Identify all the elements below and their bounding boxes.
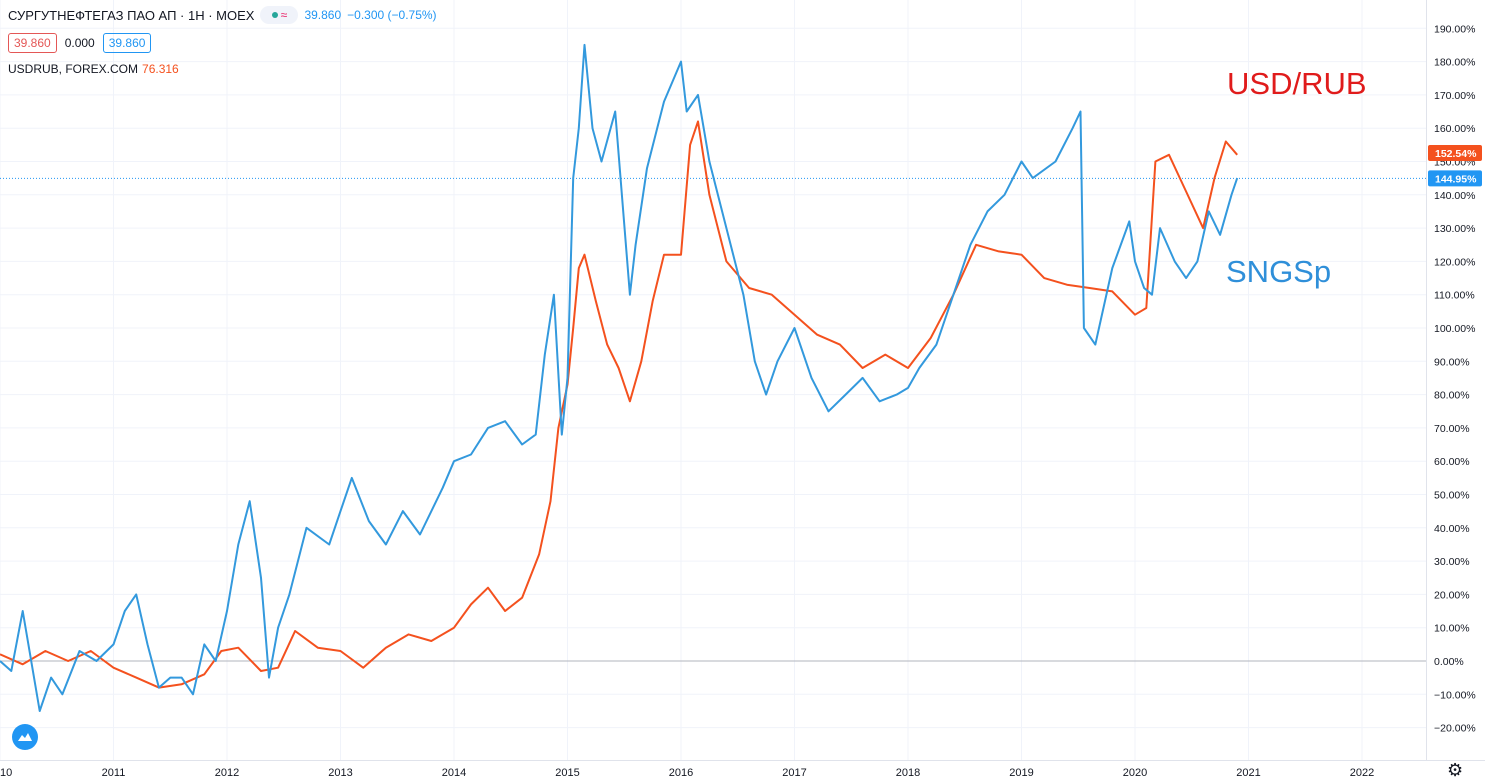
y-tick-label: 80.00% — [1434, 390, 1470, 402]
price-badges: 152.54% 144.95% — [1428, 145, 1482, 187]
x-tick-label: 2017 — [782, 767, 806, 779]
grid — [0, 0, 1426, 760]
gear-icon[interactable]: ⚙ — [1447, 760, 1464, 780]
y-tick-label: 40.00% — [1434, 523, 1470, 535]
compare-symbol: USDRUB, FOREX.COM — [8, 62, 139, 76]
compare-value: 76.316 — [142, 62, 179, 76]
x-tick-label: 2012 — [215, 767, 239, 779]
x-tick-label: 2016 — [669, 767, 693, 779]
status-pill[interactable]: ≈ — [260, 6, 299, 24]
usdrub-price-badge-bg — [1428, 145, 1482, 162]
y-tick-label: 60.00% — [1434, 456, 1470, 468]
x-tick-label: 2015 — [555, 767, 579, 779]
last-price: 39.860 — [304, 8, 342, 22]
bid-button[interactable]: 39.860 — [8, 33, 57, 53]
y-tick-label: 20.00% — [1434, 589, 1470, 601]
y-tick-label: 10.00% — [1434, 623, 1470, 635]
y-tick-label: 180.00% — [1434, 57, 1475, 69]
sngsp-annotation: SNGSp — [1226, 254, 1332, 289]
symbol-title[interactable]: СУРГУТНЕФТЕГАЗ ПАО АП · 1Н · MOEX — [8, 7, 255, 23]
usdrub-annotation: USD/RUB — [1227, 66, 1367, 101]
y-tick-label: 170.00% — [1434, 90, 1475, 102]
time-axis[interactable]: 2010 2011 2012 2013 2014 2015 2016 2017 2018 2019… — [0, 767, 1374, 779]
sngsp-price-badge-bg — [1428, 170, 1482, 187]
x-tick-label: 2019 — [1009, 767, 1033, 779]
green-dot-icon — [271, 12, 278, 18]
y-tick-label: 140.00% — [1434, 190, 1475, 202]
x-tick-label: 2010 — [0, 767, 12, 779]
y-tick-label: 100.00% — [1434, 323, 1475, 335]
y-tick-label: 120.00% — [1434, 256, 1475, 268]
y-tick-label: −20.00% — [1434, 723, 1476, 735]
y-tick-label: 0.00% — [1434, 656, 1464, 668]
price-axis[interactable]: 190.00%180.00%170.00%160.00%150.00%140.0… — [1434, 23, 1476, 734]
y-tick-label: 110.00% — [1434, 290, 1475, 302]
price-change: −0.300 (−0.75%) — [347, 8, 437, 22]
y-tick-label: 50.00% — [1434, 490, 1470, 502]
x-tick-label: 2022 — [1350, 767, 1374, 779]
ask-button[interactable]: 39.860 — [102, 33, 152, 53]
y-tick-label: −10.00% — [1434, 689, 1476, 701]
chart-legend: СУРГУТНЕФТЕГАЗ ПАО АП · 1Н · MOEX ≈ 39.8… — [8, 5, 437, 76]
sngsp-line[interactable] — [0, 43, 1239, 712]
x-tick-label: 2011 — [102, 767, 126, 779]
y-tick-label: 160.00% — [1434, 123, 1475, 135]
x-tick-label: 2018 — [896, 767, 920, 779]
series-layer — [0, 43, 1239, 712]
wave-icon: ≈ — [280, 8, 288, 22]
y-tick-label: 90.00% — [1434, 356, 1470, 368]
tradingview-logo-icon[interactable] — [12, 724, 38, 750]
y-tick-label: 30.00% — [1434, 556, 1470, 568]
spread-value: 0.000 — [64, 36, 95, 50]
y-tick-label: 190.00% — [1434, 23, 1475, 35]
x-tick-label: 2020 — [1123, 767, 1147, 779]
y-tick-label: 130.00% — [1434, 223, 1475, 235]
compare-legend[interactable]: USDRUB, FOREX.COM 76.316 — [8, 62, 437, 76]
usdrub-line[interactable] — [0, 120, 1238, 689]
y-tick-label: 70.00% — [1434, 423, 1470, 435]
sngsp-price-badge: 144.95% — [1435, 173, 1477, 185]
usdrub-price-badge: 152.54% — [1435, 148, 1477, 160]
x-tick-label: 2021 — [1236, 767, 1260, 779]
x-tick-label: 2013 — [328, 767, 352, 779]
x-tick-label: 2014 — [442, 767, 466, 779]
